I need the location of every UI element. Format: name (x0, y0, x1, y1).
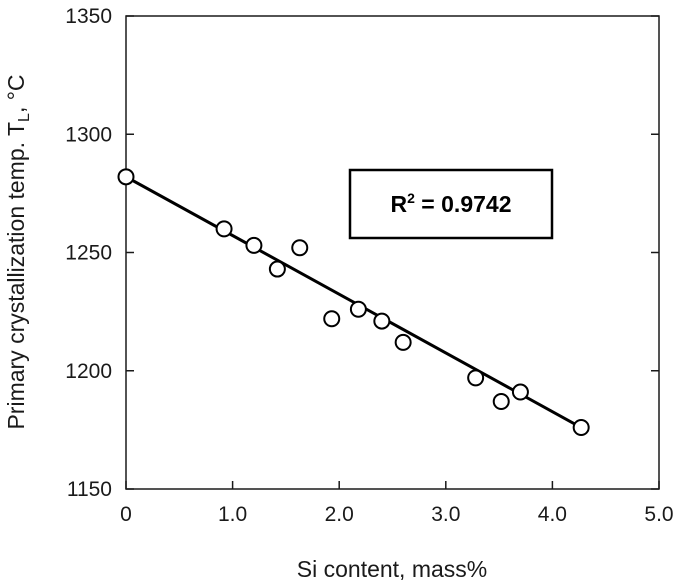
y-tick-label: 1300 (65, 123, 112, 146)
x-tick-label: 3.0 (431, 503, 460, 526)
y-tick-label: 1350 (65, 5, 112, 28)
y-axis-label-main: Primary crystallization temp. T (3, 122, 29, 430)
data-point (215, 220, 233, 238)
data-point (394, 333, 412, 351)
x-tick-label: 2.0 (325, 503, 354, 526)
x-tick-labels: 0 1.0 2.0 3.0 4.0 5.0 (120, 503, 673, 526)
annotation-box (348, 168, 554, 240)
annotation-prefix: R (391, 191, 408, 217)
plot-area-border (125, 15, 660, 490)
data-point (349, 300, 367, 318)
annotation-superscript: 2 (407, 190, 415, 206)
x-tick-label: 1.0 (218, 503, 247, 526)
data-point (467, 369, 485, 387)
y-tick-label: 1150 (67, 478, 112, 501)
data-point (291, 239, 309, 257)
x-axis-label: Si content, mass% (297, 556, 487, 582)
y-axis-label: Primary crystallization temp. TL, °C (3, 74, 33, 429)
x-tick-label: 0 (120, 503, 132, 526)
data-point (373, 312, 391, 330)
y-tick-labels: 1150 1200 1250 1300 1350 (65, 5, 112, 501)
data-point (245, 236, 263, 254)
trendline-group (125, 175, 582, 429)
data-point (511, 383, 529, 401)
annotation-text: R2 = 0.9742 (391, 190, 512, 217)
data-point (492, 392, 510, 410)
y-axis-label-unit: , °C (3, 74, 29, 113)
data-point (117, 168, 135, 186)
x-tick-label: 4.0 (538, 503, 567, 526)
x-tick-label: 5.0 (644, 503, 673, 526)
y-tick-label: 1250 (65, 242, 112, 265)
r-squared-annotation: R2 = 0.9742 (348, 168, 554, 240)
annotation-suffix: = 0.9742 (415, 191, 512, 217)
data-point (323, 310, 341, 328)
trendline (125, 175, 582, 429)
axis-ticks (125, 15, 660, 490)
y-axis-label-subscript: L (16, 113, 33, 122)
data-point (572, 419, 590, 437)
y-tick-label: 1200 (65, 360, 112, 383)
plot-frame (125, 15, 660, 490)
data-points (117, 168, 590, 437)
data-point (268, 260, 286, 278)
